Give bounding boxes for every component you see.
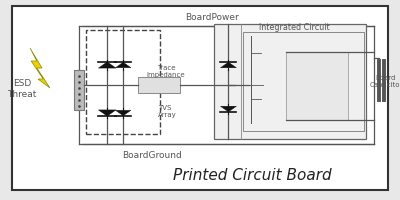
- Text: ESD
Threat: ESD Threat: [7, 79, 37, 99]
- Bar: [74, 70, 84, 110]
- Text: Integrated Circuit: Integrated Circuit: [259, 23, 329, 32]
- Polygon shape: [30, 48, 50, 88]
- Text: BoardPower: BoardPower: [185, 14, 239, 22]
- Bar: [138, 77, 180, 93]
- Polygon shape: [116, 62, 131, 68]
- Polygon shape: [98, 62, 116, 68]
- Polygon shape: [220, 106, 236, 112]
- Text: BoardGround: BoardGround: [122, 152, 182, 160]
- Polygon shape: [220, 62, 236, 68]
- Bar: [214, 24, 366, 139]
- Text: Trace
Impedance: Trace Impedance: [147, 66, 185, 78]
- Text: Board
Capacitor: Board Capacitor: [369, 74, 400, 88]
- Polygon shape: [98, 110, 116, 116]
- Bar: [86, 30, 160, 134]
- Bar: [286, 52, 348, 120]
- Bar: [243, 32, 364, 131]
- Text: Power
Supply
Clamp: Power Supply Clamp: [306, 71, 330, 91]
- Text: Printed Circuit Board: Printed Circuit Board: [173, 168, 331, 184]
- Polygon shape: [116, 110, 131, 116]
- Text: TVS
Array: TVS Array: [158, 106, 177, 118]
